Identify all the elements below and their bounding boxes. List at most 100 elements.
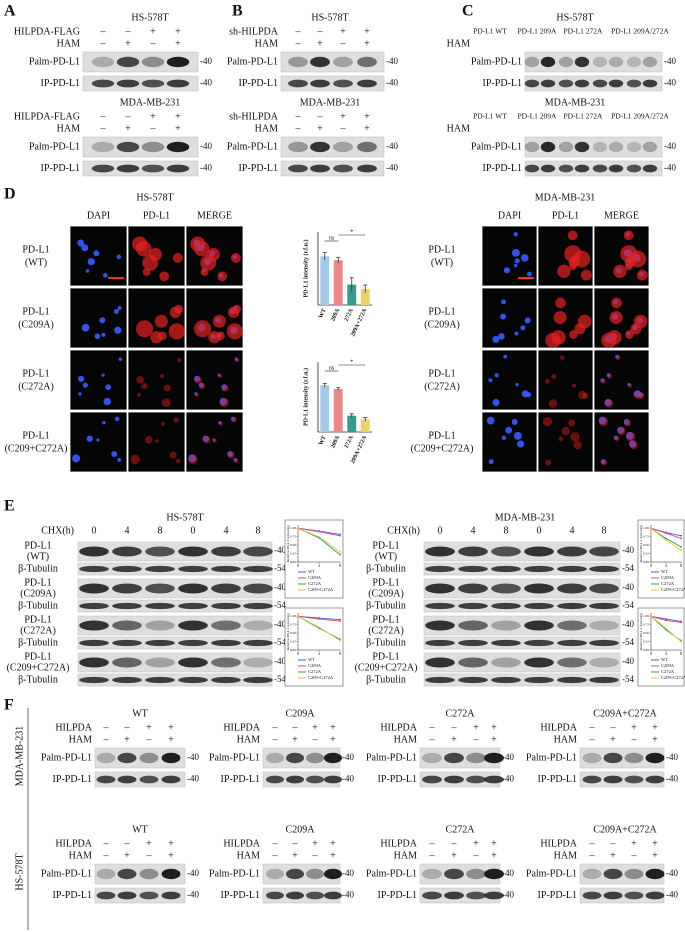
blot-band (491, 602, 521, 610)
legend-label: C209A (308, 575, 322, 580)
condition-mark: – (150, 123, 157, 134)
condition-mark: – (295, 38, 302, 49)
blot-band (117, 891, 137, 900)
data-point (339, 639, 341, 642)
condition-mark: + (491, 722, 497, 733)
blot-band (288, 56, 308, 68)
condition-mark: + (652, 850, 658, 861)
blot-band (582, 752, 602, 764)
pd-l1-signal (601, 459, 608, 466)
blot-label: IP-PD-L1 (221, 774, 260, 785)
blot-band (357, 141, 377, 153)
blot-band (211, 583, 241, 594)
blot-band (592, 79, 608, 88)
blot-strip (280, 136, 385, 158)
pd-l1-signal (230, 252, 241, 263)
pd-l1-signal (188, 454, 198, 465)
condition-mark: + (292, 734, 298, 745)
bar (333, 260, 343, 305)
condition-mark: + (340, 111, 346, 122)
condition-mark: – (317, 26, 324, 37)
mw-label: -40 (664, 141, 676, 151)
blot-band (645, 891, 665, 900)
blot-band (603, 891, 623, 900)
condition-mark: + (340, 26, 346, 37)
pd-l1-signal (555, 297, 566, 309)
nucleus (82, 382, 88, 388)
row-label: (C209A) (18, 319, 54, 330)
pd-l1-signal (573, 440, 582, 450)
y-axis-label: Relative PD-L1 remaining (639, 613, 643, 650)
blot-label: PD-L1 (24, 651, 51, 662)
pd-l1-signal (144, 435, 153, 444)
pd-l1-signal (141, 383, 148, 390)
row-label: PD-L1 (22, 430, 49, 441)
blot-strip (82, 75, 199, 92)
nucleus (117, 458, 122, 462)
condition-mark: + (610, 734, 616, 745)
mw-label: -40 (342, 752, 354, 762)
condition-mark: – (103, 722, 110, 733)
mw-label: -54 (274, 674, 286, 684)
y-tick-label: 0.00 (643, 648, 649, 652)
blot-label: IP-PD-L1 (53, 890, 92, 901)
nucleus (77, 239, 85, 247)
blot-band (425, 676, 455, 684)
mw-label: -40 (666, 774, 678, 784)
row-label: (WT) (431, 257, 453, 268)
blot-band (145, 657, 175, 668)
cell-line-title: C209A+C272A (593, 708, 657, 719)
mw-label: -54 (274, 563, 286, 573)
condition-label: HAM (554, 850, 577, 861)
x-tick-label: 4 (318, 651, 320, 656)
condition-mark: – (124, 722, 131, 733)
blot-band (243, 657, 273, 668)
blot-band (243, 639, 273, 647)
blot-label: IP-PD-L1 (538, 890, 577, 901)
nucleus (638, 392, 644, 398)
mw-label: -40 (502, 890, 514, 900)
mw-label: -40 (502, 868, 514, 878)
blot-band (444, 752, 464, 764)
pd-l1-signal (572, 383, 577, 388)
x-tick-label: 209A (330, 434, 341, 449)
pd-l1-signal (148, 247, 162, 261)
blot-band (422, 891, 442, 900)
blot-band (558, 141, 574, 153)
blot-band (491, 657, 521, 668)
condition-mark: + (175, 26, 181, 37)
pd-l1-signal (609, 311, 623, 325)
blot-band (91, 141, 115, 153)
significance-label: * (350, 229, 353, 235)
condition-mark: + (652, 722, 658, 733)
significance-label: ns (329, 235, 335, 241)
blot-band (161, 868, 181, 880)
condition-mark: – (146, 850, 153, 861)
blot-label: (C209+C272A) (7, 662, 70, 673)
pd-l1-signal (130, 454, 140, 465)
condition-mark: + (330, 734, 336, 745)
blot-band (582, 891, 602, 900)
mw-label: -40 (200, 163, 212, 173)
blot-band (116, 141, 140, 153)
blot-band (145, 565, 175, 573)
nucleus (101, 373, 105, 377)
data-point (339, 620, 341, 622)
blot-band (117, 752, 137, 764)
x-tick-label: 8 (680, 563, 682, 568)
panel-letter: B (232, 3, 243, 20)
blot-label: IP-PD-L1 (538, 774, 577, 785)
blot-band (112, 583, 142, 594)
blot-band (603, 868, 623, 880)
nucleus (511, 419, 518, 425)
pd-l1-signal (637, 269, 648, 281)
pd-l1-signal (173, 417, 179, 423)
blot-band (141, 79, 165, 88)
nucleus (604, 398, 612, 407)
blot-band (357, 79, 377, 88)
micrograph (127, 349, 186, 411)
pd-l1-signal (544, 378, 550, 384)
nucleus (492, 335, 500, 343)
blot-band (425, 620, 455, 631)
cell-line-title: C209A (286, 708, 316, 719)
